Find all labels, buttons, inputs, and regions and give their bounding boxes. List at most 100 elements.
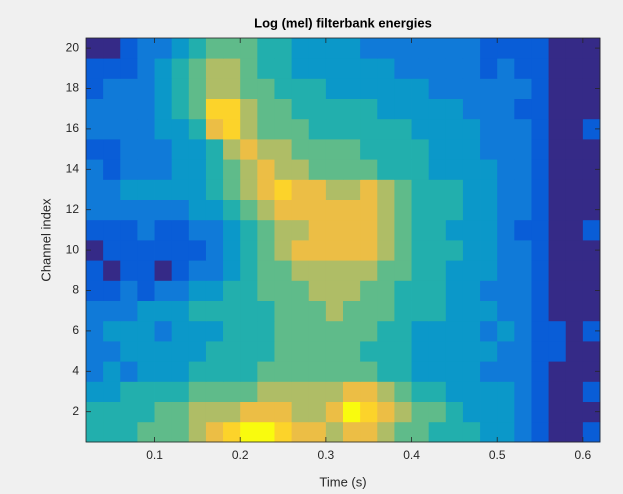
- heatmap-cell: [514, 38, 532, 59]
- heatmap-cell: [205, 280, 224, 301]
- heatmap-cell: [480, 341, 498, 362]
- heatmap-cell: [411, 260, 430, 281]
- heatmap-cell: [514, 300, 532, 322]
- heatmap-cell: [223, 58, 241, 79]
- heatmap-cell: [205, 58, 224, 79]
- heatmap-cell: [103, 219, 121, 241]
- heatmap-cell: [343, 58, 361, 79]
- heatmap-cell: [86, 401, 104, 423]
- heatmap-cell: [205, 159, 224, 180]
- heatmap-cell: [205, 260, 224, 281]
- heatmap-cell: [274, 300, 292, 322]
- heatmap-cell: [154, 341, 173, 362]
- heatmap-cell: [497, 78, 515, 99]
- heatmap-cell: [462, 240, 481, 261]
- heatmap-cell: [171, 98, 190, 120]
- heatmap-cell: [205, 38, 224, 59]
- heatmap-cell: [325, 320, 344, 342]
- y-tick-label: 20: [66, 40, 80, 54]
- heatmap-cell: [531, 260, 549, 281]
- heatmap-cell: [291, 300, 310, 322]
- y-tick-label: 6: [72, 323, 79, 337]
- heatmap-cell: [497, 381, 515, 402]
- heatmap-cell: [171, 159, 190, 180]
- heatmap-cell: [565, 240, 584, 261]
- heatmap-cell: [240, 421, 258, 443]
- heatmap-cell: [240, 320, 258, 342]
- heatmap-cell: [514, 381, 532, 402]
- heatmap-cell: [411, 58, 430, 79]
- heatmap-cell: [394, 38, 412, 59]
- heatmap-cell: [394, 341, 412, 362]
- heatmap-cell: [565, 421, 584, 443]
- heatmap-cell: [411, 159, 430, 180]
- heatmap-cell: [428, 361, 447, 382]
- heatmap-cell: [548, 401, 567, 423]
- heatmap-cell: [103, 361, 121, 382]
- heatmap-cell: [411, 219, 430, 241]
- heatmap-cell: [103, 401, 121, 423]
- y-tick-label: 2: [72, 404, 79, 418]
- heatmap-cell: [531, 320, 549, 342]
- heatmap-cell: [154, 260, 173, 281]
- heatmap-cell: [343, 98, 361, 120]
- heatmap-cell: [565, 38, 584, 59]
- y-axis-label: Channel index: [38, 198, 53, 282]
- heatmap-cell: [274, 381, 292, 402]
- heatmap-cell: [531, 98, 549, 120]
- heatmap-cell: [548, 38, 567, 59]
- heatmap-cell: [462, 219, 481, 241]
- heatmap-cell: [428, 159, 447, 180]
- heatmap-cell: [445, 260, 464, 281]
- heatmap-cell: [308, 421, 327, 443]
- heatmap-cell: [103, 159, 121, 180]
- heatmap-cell: [188, 219, 207, 241]
- heatmap-cell: [274, 58, 292, 79]
- heatmap-cell: [377, 421, 395, 443]
- heatmap-cell: [497, 58, 515, 79]
- heatmap-cell: [360, 280, 378, 301]
- heatmap-cell: [343, 361, 361, 382]
- heatmap-cell: [188, 240, 207, 261]
- heatmap-cell: [462, 300, 481, 322]
- heatmap-cell: [497, 320, 515, 342]
- heatmap-cell: [445, 38, 464, 59]
- heatmap-cell: [582, 280, 601, 301]
- heatmap-cell: [531, 421, 549, 443]
- heatmap-cell: [377, 118, 395, 140]
- heatmap-cell: [257, 199, 275, 221]
- heatmap-cell: [171, 361, 190, 382]
- heatmap-cell: [223, 320, 241, 342]
- heatmap-cell: [548, 98, 567, 120]
- heatmap-cell: [497, 219, 515, 241]
- heatmap-cell: [360, 38, 378, 59]
- heatmap-cell: [154, 78, 173, 99]
- heatmap-cell: [411, 300, 430, 322]
- heatmap-cell: [120, 320, 138, 342]
- heatmap-cell: [120, 179, 138, 200]
- heatmap-cell: [274, 139, 292, 160]
- heatmap-cell: [565, 78, 584, 99]
- heatmap-cell: [137, 341, 155, 362]
- heatmap-cell: [137, 240, 155, 261]
- heatmap-cell: [120, 58, 138, 79]
- heatmap-cell: [514, 58, 532, 79]
- heatmap-cell: [565, 320, 584, 342]
- heatmap-cell: [308, 179, 327, 200]
- heatmap-cell: [188, 381, 207, 402]
- heatmap-cell: [480, 260, 498, 281]
- x-tick-label: 0.4: [403, 448, 420, 462]
- heatmap-cell: [154, 139, 173, 160]
- heatmap-cell: [240, 139, 258, 160]
- heatmap-cell: [223, 300, 241, 322]
- heatmap-cell: [548, 421, 567, 443]
- heatmap-cell: [325, 78, 344, 99]
- heatmap-cell: [514, 118, 532, 140]
- heatmap-cell: [325, 159, 344, 180]
- heatmap-cell: [240, 300, 258, 322]
- heatmap-cell: [308, 139, 327, 160]
- heatmap-cell: [223, 219, 241, 241]
- y-tick-label: 12: [66, 202, 80, 216]
- heatmap-cell: [274, 260, 292, 281]
- heatmap-cell: [308, 300, 327, 322]
